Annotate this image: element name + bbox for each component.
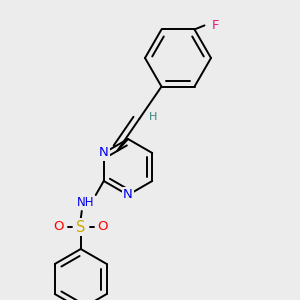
Text: N: N <box>99 146 109 160</box>
Text: NH: NH <box>77 196 94 209</box>
Text: S: S <box>76 220 86 235</box>
Text: N: N <box>123 188 133 202</box>
Text: H: H <box>99 148 108 158</box>
Text: O: O <box>53 220 64 233</box>
Text: O: O <box>98 220 108 233</box>
Text: H: H <box>149 112 158 122</box>
Text: F: F <box>212 19 219 32</box>
